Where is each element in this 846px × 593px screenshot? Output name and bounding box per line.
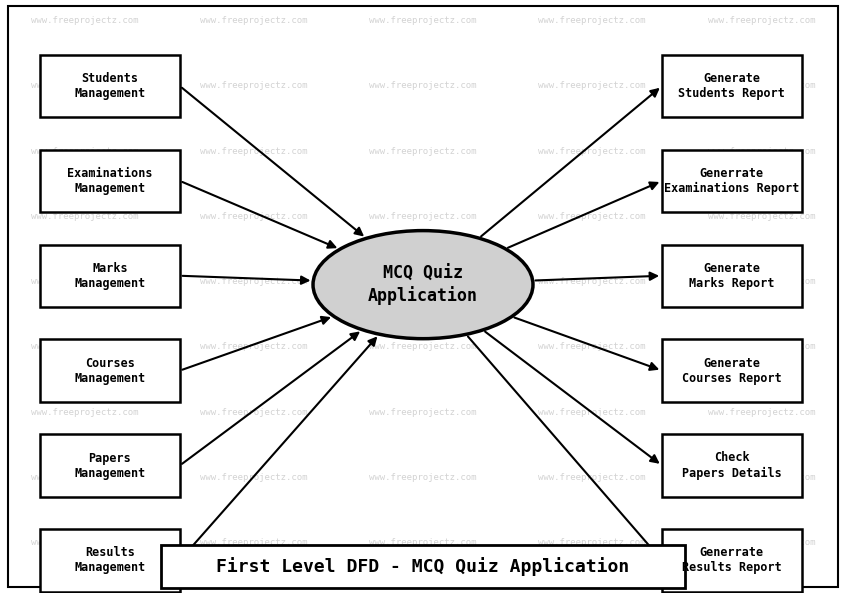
Text: Check
Papers Details: Check Papers Details — [682, 451, 782, 480]
Text: www.freeprojectz.com: www.freeprojectz.com — [30, 146, 139, 156]
Text: Generate
Students Report: Generate Students Report — [678, 72, 785, 100]
Text: www.freeprojectz.com: www.freeprojectz.com — [707, 407, 816, 417]
Text: Results
Management: Results Management — [74, 546, 146, 575]
Text: www.freeprojectz.com: www.freeprojectz.com — [200, 212, 308, 221]
FancyBboxPatch shape — [41, 55, 179, 117]
Text: www.freeprojectz.com: www.freeprojectz.com — [30, 16, 139, 25]
Text: www.freeprojectz.com: www.freeprojectz.com — [369, 538, 477, 547]
Text: www.freeprojectz.com: www.freeprojectz.com — [707, 146, 816, 156]
Text: www.freeprojectz.com: www.freeprojectz.com — [30, 407, 139, 417]
Text: www.freeprojectz.com: www.freeprojectz.com — [200, 342, 308, 352]
Text: Marks
Management: Marks Management — [74, 262, 146, 290]
Text: www.freeprojectz.com: www.freeprojectz.com — [538, 277, 646, 286]
Text: www.freeprojectz.com: www.freeprojectz.com — [200, 407, 308, 417]
Text: Generrate
Examinations Report: Generrate Examinations Report — [664, 167, 799, 195]
Text: www.freeprojectz.com: www.freeprojectz.com — [30, 538, 139, 547]
FancyBboxPatch shape — [41, 150, 179, 212]
Text: www.freeprojectz.com: www.freeprojectz.com — [369, 212, 477, 221]
FancyBboxPatch shape — [662, 529, 802, 592]
Text: www.freeprojectz.com: www.freeprojectz.com — [369, 407, 477, 417]
Text: www.freeprojectz.com: www.freeprojectz.com — [369, 342, 477, 352]
Text: www.freeprojectz.com: www.freeprojectz.com — [30, 81, 139, 91]
Text: www.freeprojectz.com: www.freeprojectz.com — [369, 16, 477, 25]
Text: www.freeprojectz.com: www.freeprojectz.com — [369, 277, 477, 286]
Text: www.freeprojectz.com: www.freeprojectz.com — [538, 81, 646, 91]
Text: www.freeprojectz.com: www.freeprojectz.com — [30, 212, 139, 221]
Text: Generrate
Results Report: Generrate Results Report — [682, 546, 782, 575]
Text: www.freeprojectz.com: www.freeprojectz.com — [707, 538, 816, 547]
Text: www.freeprojectz.com: www.freeprojectz.com — [538, 212, 646, 221]
FancyBboxPatch shape — [41, 529, 179, 592]
Text: www.freeprojectz.com: www.freeprojectz.com — [30, 473, 139, 482]
FancyBboxPatch shape — [662, 245, 802, 307]
Text: www.freeprojectz.com: www.freeprojectz.com — [200, 16, 308, 25]
FancyBboxPatch shape — [41, 245, 179, 307]
Text: www.freeprojectz.com: www.freeprojectz.com — [707, 16, 816, 25]
Text: www.freeprojectz.com: www.freeprojectz.com — [538, 407, 646, 417]
Text: Courses
Management: Courses Management — [74, 356, 146, 385]
Text: www.freeprojectz.com: www.freeprojectz.com — [538, 473, 646, 482]
Text: Papers
Management: Papers Management — [74, 451, 146, 480]
Text: Generate
Courses Report: Generate Courses Report — [682, 356, 782, 385]
FancyBboxPatch shape — [41, 339, 179, 402]
Text: www.freeprojectz.com: www.freeprojectz.com — [538, 146, 646, 156]
FancyBboxPatch shape — [662, 339, 802, 402]
Text: www.freeprojectz.com: www.freeprojectz.com — [707, 81, 816, 91]
FancyBboxPatch shape — [662, 434, 802, 497]
FancyBboxPatch shape — [41, 434, 179, 497]
Text: www.freeprojectz.com: www.freeprojectz.com — [707, 212, 816, 221]
Text: www.freeprojectz.com: www.freeprojectz.com — [200, 473, 308, 482]
Text: www.freeprojectz.com: www.freeprojectz.com — [200, 146, 308, 156]
Text: www.freeprojectz.com: www.freeprojectz.com — [369, 473, 477, 482]
Text: www.freeprojectz.com: www.freeprojectz.com — [538, 16, 646, 25]
Text: www.freeprojectz.com: www.freeprojectz.com — [538, 538, 646, 547]
Text: MCQ Quiz
Application: MCQ Quiz Application — [368, 264, 478, 305]
Text: Examinations
Management: Examinations Management — [67, 167, 153, 195]
FancyBboxPatch shape — [662, 150, 802, 212]
Text: First Level DFD - MCQ Quiz Application: First Level DFD - MCQ Quiz Application — [217, 557, 629, 576]
FancyBboxPatch shape — [662, 55, 802, 117]
FancyBboxPatch shape — [8, 6, 838, 587]
Text: www.freeprojectz.com: www.freeprojectz.com — [707, 277, 816, 286]
Text: www.freeprojectz.com: www.freeprojectz.com — [200, 538, 308, 547]
Text: www.freeprojectz.com: www.freeprojectz.com — [30, 277, 139, 286]
Text: Students
Management: Students Management — [74, 72, 146, 100]
Text: www.freeprojectz.com: www.freeprojectz.com — [200, 81, 308, 91]
Text: www.freeprojectz.com: www.freeprojectz.com — [369, 81, 477, 91]
Text: www.freeprojectz.com: www.freeprojectz.com — [30, 342, 139, 352]
FancyBboxPatch shape — [161, 545, 685, 588]
Text: www.freeprojectz.com: www.freeprojectz.com — [707, 473, 816, 482]
Text: Generate
Marks Report: Generate Marks Report — [689, 262, 775, 290]
Text: www.freeprojectz.com: www.freeprojectz.com — [200, 277, 308, 286]
Text: www.freeprojectz.com: www.freeprojectz.com — [538, 342, 646, 352]
Ellipse shape — [313, 231, 533, 339]
Text: www.freeprojectz.com: www.freeprojectz.com — [707, 342, 816, 352]
Text: www.freeprojectz.com: www.freeprojectz.com — [369, 146, 477, 156]
